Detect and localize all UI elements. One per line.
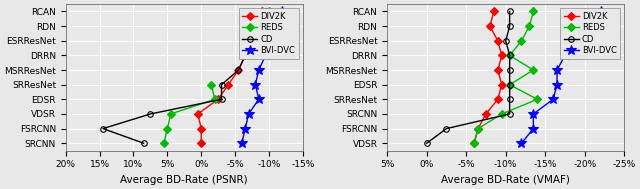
Legend: DIV2K, REDS, CD, BVI-DVC: DIV2K, REDS, CD, BVI-DVC xyxy=(560,8,620,59)
X-axis label: Average BD-Rate (PSNR): Average BD-Rate (PSNR) xyxy=(120,175,248,185)
Legend: DIV2K, REDS, CD, BVI-DVC: DIV2K, REDS, CD, BVI-DVC xyxy=(239,8,299,59)
X-axis label: Average BD-Rate (VMAF): Average BD-Rate (VMAF) xyxy=(441,175,570,185)
